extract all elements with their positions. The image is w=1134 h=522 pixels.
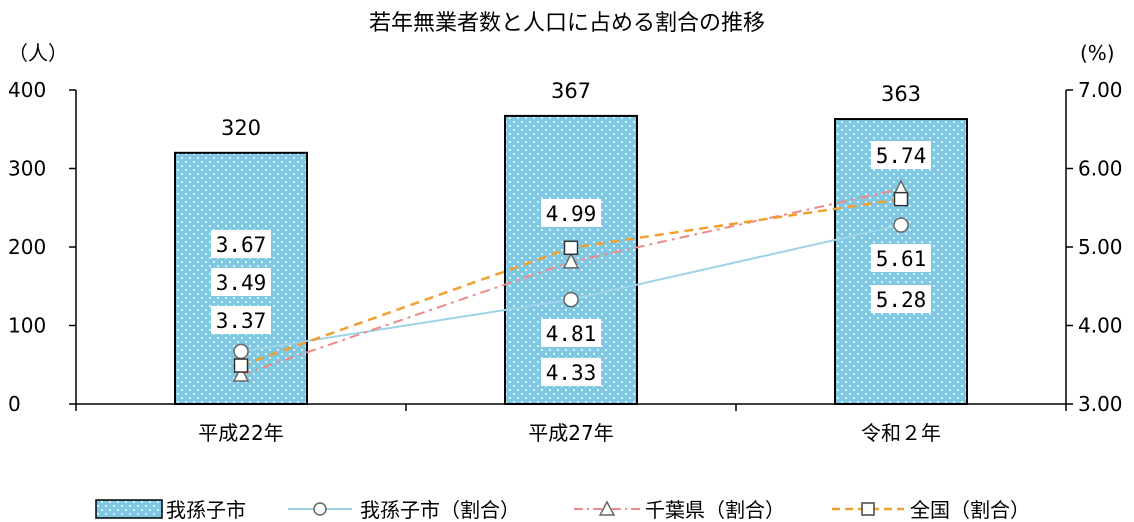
marker-square — [563, 240, 579, 256]
data-label: 4.99 — [546, 202, 597, 226]
marker-circle — [233, 343, 249, 360]
data-label-box — [211, 230, 271, 258]
legend: 我孫子市 我孫子市（割合） 千葉県（割合） 全国（割合） — [95, 498, 1030, 522]
bar-value-label: 363 — [881, 82, 921, 106]
right-axis-unit: (%) — [1080, 41, 1115, 65]
data-label: 3.67 — [216, 233, 267, 257]
data-label: 5.28 — [876, 288, 927, 312]
right-axis-ticks: 3.00 4.00 5.00 6.00 7.00 — [1066, 78, 1123, 416]
legend-label-chiba-rate: 千葉県（割合） — [645, 498, 785, 522]
line-series — [232, 179, 910, 382]
legend-label-national-rate: 全国（割合） — [910, 498, 1030, 522]
chart-title: 若年無業者数と人口に占める割合の推移 — [369, 11, 765, 36]
left-tick-label: 100 — [8, 314, 46, 338]
marker-triangle — [232, 365, 250, 382]
right-tick-label: 4.00 — [1078, 314, 1123, 338]
bar-series: 320 367 363 — [174, 79, 968, 405]
legend-label-bars: 我孫子市 — [166, 498, 246, 522]
marker-square — [233, 358, 249, 373]
data-label-box — [211, 268, 271, 296]
data-label: 4.33 — [546, 361, 597, 385]
data-label-box — [541, 358, 601, 386]
data-label-box — [541, 319, 601, 347]
left-tick-label: 0 — [8, 392, 21, 416]
left-tick-label: 200 — [8, 235, 46, 259]
left-axis-ticks: 0 100 200 300 400 — [8, 78, 76, 416]
data-label: 3.37 — [216, 309, 267, 333]
right-tick-label: 7.00 — [1078, 78, 1123, 102]
legend-label-abiko-rate: 我孫子市（割合） — [360, 498, 520, 522]
data-label-box — [211, 306, 271, 334]
legend-marker-circle — [313, 502, 327, 516]
data-label: 4.81 — [546, 322, 597, 346]
bar-value-label: 320 — [221, 116, 261, 140]
legend-swatch-bars — [95, 499, 163, 519]
legend-marker-square — [861, 502, 875, 516]
category-label: 平成22年 — [198, 421, 283, 445]
data-label-box — [871, 141, 931, 169]
bar-value-label: 367 — [551, 79, 591, 103]
right-tick-label: 6.00 — [1078, 157, 1123, 181]
data-label-box — [871, 285, 931, 313]
category-label: 令和２年 — [861, 421, 941, 445]
left-tick-label: 400 — [8, 78, 46, 102]
data-label: 5.61 — [876, 247, 927, 271]
left-axis-unit: （人） — [8, 41, 68, 65]
marker-circle — [563, 291, 579, 308]
marker-square — [893, 191, 909, 207]
marker-triangle — [562, 252, 580, 269]
category-labels: 平成22年 平成27年 令和２年 — [198, 421, 941, 445]
data-label: 5.74 — [876, 144, 927, 168]
data-label-box — [871, 244, 931, 272]
left-tick-label: 300 — [8, 157, 46, 181]
data-labels: 3.67 3.49 3.37 4.99 4.81 4.33 5.74 5.61 5.28 — [211, 141, 931, 386]
category-label: 平成27年 — [528, 421, 613, 445]
data-label: 3.49 — [216, 271, 267, 295]
legend-marker-triangle — [598, 500, 616, 516]
right-tick-label: 5.00 — [1078, 235, 1123, 259]
marker-circle — [893, 217, 909, 233]
right-tick-label: 3.00 — [1078, 392, 1123, 416]
data-label-box — [541, 199, 601, 227]
